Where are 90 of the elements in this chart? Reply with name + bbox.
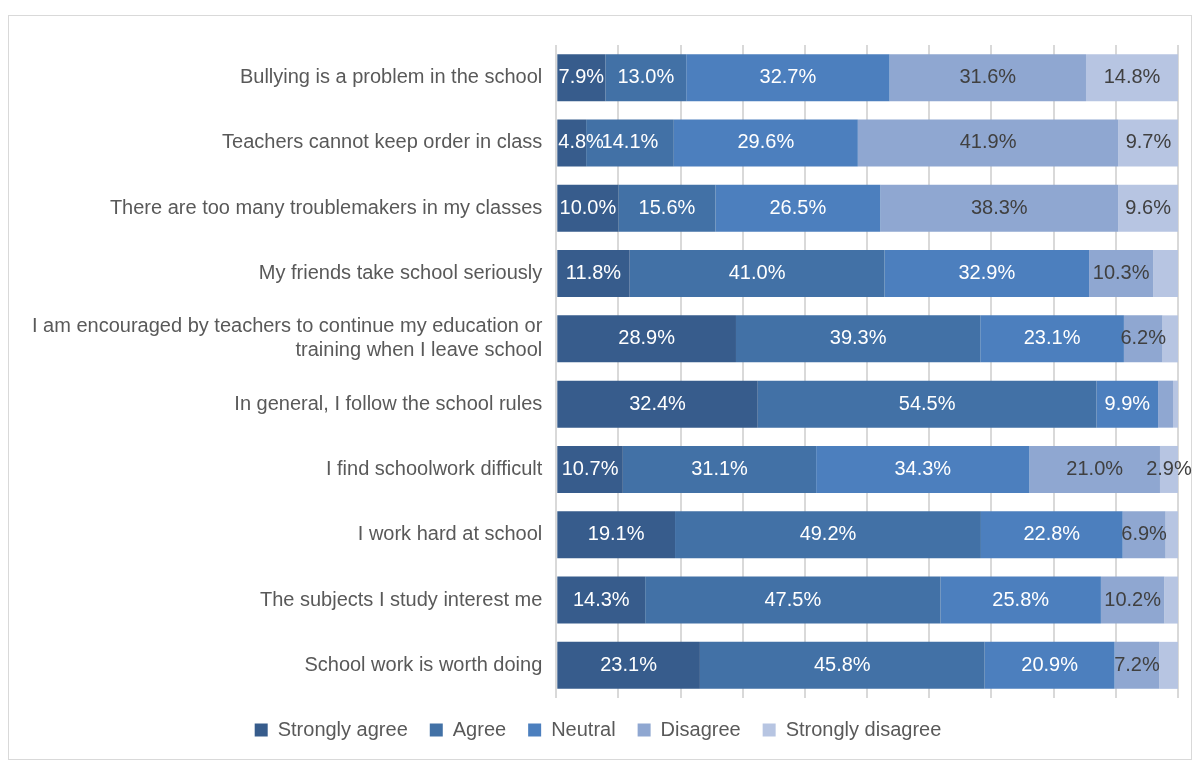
data-label: 13.0% <box>617 65 675 88</box>
data-label: 7.9% <box>558 65 605 88</box>
data-label: 23.1% <box>600 652 658 675</box>
y-tick-label: My friends take school seriously <box>258 261 543 284</box>
bar <box>675 511 981 559</box>
bar <box>816 445 1030 493</box>
bar <box>699 641 985 689</box>
legend-label: Strongly disagree <box>785 717 942 740</box>
data-label: 6.9% <box>1121 522 1168 545</box>
bar <box>757 380 1097 428</box>
data-label: 32.4% <box>629 391 687 414</box>
bar <box>884 250 1090 298</box>
bar <box>940 576 1101 624</box>
bar <box>557 315 736 363</box>
bar <box>857 119 1119 167</box>
data-label: 31.6% <box>959 65 1017 88</box>
bar <box>629 250 885 298</box>
data-label: 14.3% <box>572 587 630 610</box>
bar <box>622 445 817 493</box>
data-label: 10.3% <box>1092 261 1150 284</box>
data-label: 11.8% <box>565 261 622 284</box>
data-label: 9.7% <box>1125 130 1172 153</box>
bar <box>715 184 881 232</box>
bar <box>645 576 941 624</box>
data-label: 10.2% <box>1104 587 1162 610</box>
data-label: 9.6% <box>1125 195 1172 218</box>
legend-label: Disagree <box>660 717 741 740</box>
bar <box>889 54 1086 102</box>
bar <box>557 380 758 428</box>
data-label: 21.0% <box>1066 456 1124 479</box>
data-label: 6.2% <box>1120 326 1167 349</box>
bar <box>673 119 858 167</box>
data-label: 31.1% <box>691 456 749 479</box>
y-tick-label: School work is worth doing <box>304 652 543 675</box>
bar <box>686 54 890 102</box>
data-label: 54.5% <box>898 391 956 414</box>
data-label: 39.3% <box>829 326 887 349</box>
data-label: 15.6% <box>638 195 696 218</box>
data-label: 28.9% <box>618 326 676 349</box>
bar <box>1159 641 1178 689</box>
bar <box>557 641 700 689</box>
data-label: 47.5% <box>764 587 822 610</box>
y-tick-label: In general, I follow the school rules <box>234 391 543 414</box>
y-tick-label: Bullying is a problem in the school <box>239 65 543 88</box>
y-tick-label: Teachers cannot keep order in class <box>222 130 543 153</box>
bar <box>980 511 1123 559</box>
bar <box>984 641 1115 689</box>
bar <box>557 250 630 298</box>
data-label: 41.9% <box>959 130 1017 153</box>
bar <box>557 511 676 559</box>
data-label: 14.8% <box>1103 65 1161 88</box>
data-label: 49.2% <box>799 522 857 545</box>
bar <box>1085 54 1178 102</box>
data-label: 10.0% <box>559 195 617 218</box>
y-tick-label: I find schoolwork difficult <box>325 456 543 479</box>
data-label: 10.7% <box>561 456 619 479</box>
data-label: 32.7% <box>759 65 817 88</box>
data-label: 34.3% <box>894 456 952 479</box>
data-label: 7.2% <box>1114 652 1160 675</box>
data-label: 22.8% <box>1023 522 1081 545</box>
bar <box>880 184 1119 232</box>
y-tick-label: The subjects I study interest me <box>259 587 543 610</box>
y-tick-label: I am encouraged by teachers to continue my education or training when I leave school <box>31 314 543 361</box>
data-label: 23.1% <box>1023 326 1081 349</box>
data-label: 41.0% <box>728 261 786 284</box>
bar <box>1164 576 1178 624</box>
data-label: 25.8% <box>992 587 1050 610</box>
bar <box>605 54 687 102</box>
data-label: 38.3% <box>970 195 1028 218</box>
data-label: 20.9% <box>1021 652 1079 675</box>
y-tick-label: I work hard at school <box>357 522 543 545</box>
bar <box>1153 250 1178 298</box>
data-label: 19.1% <box>587 522 645 545</box>
bar <box>1158 380 1174 428</box>
bar <box>618 184 716 232</box>
bar <box>1165 511 1178 559</box>
bar <box>735 315 981 363</box>
bar <box>557 576 646 624</box>
y-tick-label: There are too many troublemakers in my classes <box>109 195 543 218</box>
data-label: 2.9% <box>1146 456 1192 479</box>
data-label: 26.5% <box>769 195 827 218</box>
data-label: 32.9% <box>958 261 1016 284</box>
legend-label: Strongly agree <box>277 717 408 740</box>
bar <box>1118 119 1178 167</box>
data-label: 29.6% <box>737 130 795 153</box>
legend-label: Agree <box>452 717 507 740</box>
data-label: 9.9% <box>1104 391 1151 414</box>
bar <box>1173 380 1178 428</box>
legend-label: Neutral <box>551 717 616 740</box>
data-label: 45.8% <box>813 652 871 675</box>
